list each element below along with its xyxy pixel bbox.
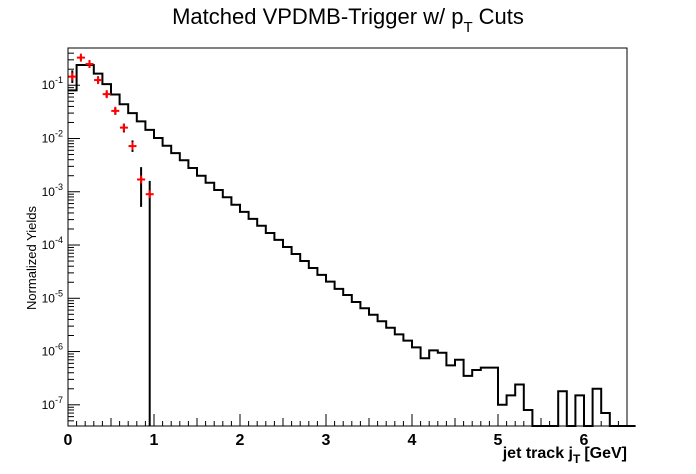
y-tick-label-1: 10-6	[42, 342, 63, 359]
y-tick-label-0: 10-7	[42, 395, 63, 412]
chart-title-suffix: Cuts	[479, 4, 524, 29]
y-tick-label-4: 10-3	[42, 182, 63, 199]
x-axis-label-subscript: T	[573, 452, 581, 466]
x-tick-label-5: 5	[494, 432, 503, 449]
x-tick-label-1: 1	[150, 432, 159, 449]
x-axis-label: jet track jT [GeV]	[502, 445, 627, 466]
y-tick-label-2: 10-5	[42, 288, 63, 305]
y-tick-label-3: 10-4	[42, 235, 63, 252]
plot-frame	[67, 47, 628, 427]
y-tick-label-5: 10-2	[42, 128, 63, 145]
x-axis-label-suffix: [GeV]	[584, 445, 627, 462]
chart-axes: 0 1 2 3 4 5 6 10-7 10-6 10-5 10-4 10-3 10-2 10-1	[42, 47, 628, 449]
x-tick-label-4: 4	[408, 432, 417, 449]
chart-title-subscript: T	[463, 19, 472, 36]
x-tick-label-0: 0	[64, 432, 73, 449]
x-tick-label-3: 3	[322, 432, 331, 449]
x-axis-label-main: jet track j	[502, 445, 573, 462]
x-tick-label-6: 6	[580, 432, 589, 449]
histogram-line	[68, 63, 636, 427]
chart-title: Matched VPDMB-Trigger w/ pT Cuts	[172, 4, 524, 36]
chart-marks	[68, 53, 636, 427]
y-axis-label: Normalized Yields	[24, 205, 39, 310]
y-axis-label-group: Normalized Yields	[24, 205, 39, 310]
y-tick-label-6: 10-1	[42, 75, 63, 92]
x-tick-label-2: 2	[236, 432, 245, 449]
chart-title-main: Matched VPDMB-Trigger w/ p	[172, 4, 463, 29]
